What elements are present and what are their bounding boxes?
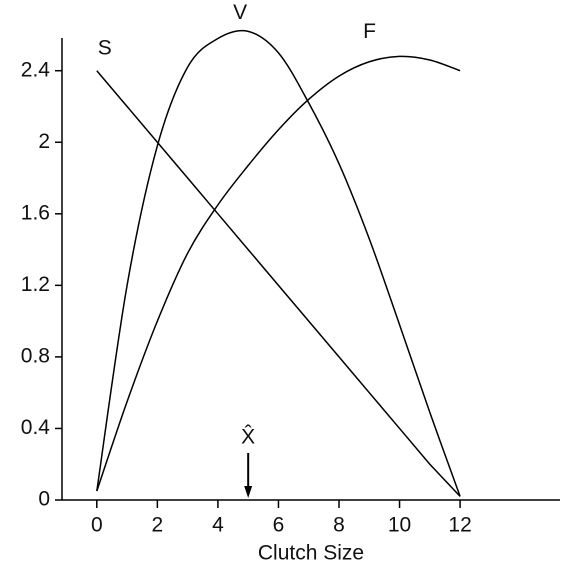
y-tick-label: 0.4 [21, 416, 51, 439]
x-tick-label: 4 [212, 514, 224, 537]
annotation-arrowhead [244, 486, 253, 498]
x-tick-label: 8 [333, 514, 345, 537]
x-tick-label: 0 [91, 514, 103, 537]
curve-label: V [233, 1, 247, 24]
y-tick-label: 2 [38, 130, 50, 153]
y-tick-label: 1.6 [21, 201, 50, 224]
x-tick-label: 6 [273, 514, 285, 537]
curve-label: S [98, 36, 112, 59]
y-tick-label: 0.8 [21, 344, 50, 367]
curve-label: F [363, 20, 376, 43]
x-axis-label: Clutch Size [258, 542, 364, 565]
x-tick-label: 2 [152, 514, 164, 537]
y-tick-label: 0 [38, 488, 50, 511]
y-tick-label: 1.2 [21, 273, 50, 296]
y-tick-label: 2.4 [21, 58, 51, 81]
curve [96, 70, 461, 497]
x-tick-label: 12 [448, 514, 471, 537]
annotation: X̂ [241, 425, 255, 448]
curve [96, 29, 461, 497]
x-tick-label: 10 [388, 514, 411, 537]
curve [96, 55, 461, 492]
